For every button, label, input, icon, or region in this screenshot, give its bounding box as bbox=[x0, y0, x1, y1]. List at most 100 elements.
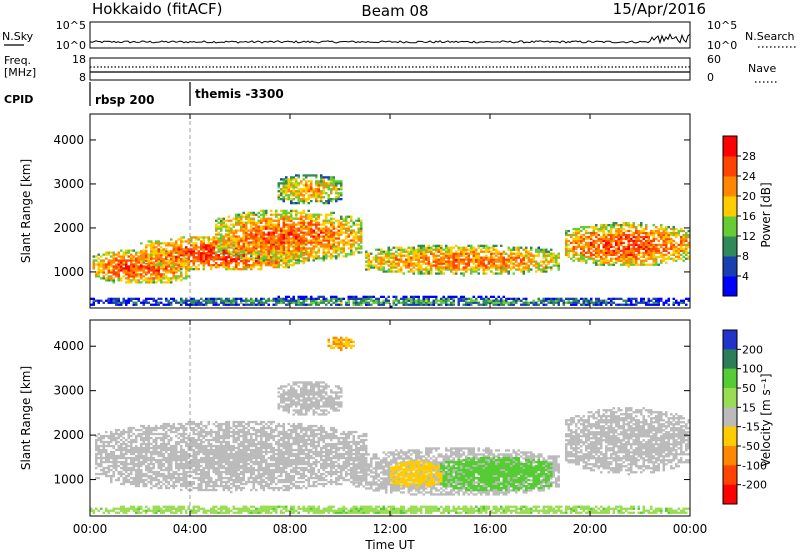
heatmap-cell bbox=[360, 227, 363, 230]
heatmap-cell bbox=[305, 231, 308, 234]
heatmap-cell bbox=[182, 258, 185, 261]
heatmap-cell bbox=[127, 297, 130, 300]
heatmap-cell bbox=[420, 268, 423, 271]
heatmap-cell bbox=[132, 273, 135, 276]
heatmap-cell bbox=[450, 268, 453, 271]
heatmap-cell bbox=[135, 470, 138, 474]
heatmap-cell bbox=[317, 227, 320, 230]
heatmap-cell bbox=[395, 295, 398, 298]
heatmap-cell bbox=[300, 180, 303, 183]
heatmap-cell bbox=[100, 462, 103, 466]
heatmap-cell bbox=[570, 249, 573, 252]
heatmap-cell bbox=[515, 254, 518, 257]
heatmap-cell bbox=[170, 277, 173, 280]
heatmap-cell bbox=[407, 252, 410, 255]
heatmap-cell bbox=[382, 299, 385, 302]
heatmap-cell bbox=[545, 266, 548, 269]
heatmap-cell bbox=[272, 249, 275, 252]
heatmap-cell bbox=[230, 301, 233, 304]
nave-tick-top: 60 bbox=[707, 53, 721, 66]
heatmap-cell bbox=[630, 255, 633, 258]
heatmap-cell bbox=[127, 456, 130, 460]
heatmap-cell bbox=[95, 476, 98, 480]
heatmap-cell bbox=[432, 260, 435, 263]
heatmap-cell bbox=[135, 273, 138, 276]
heatmap-cell bbox=[572, 253, 575, 256]
heatmap-cell bbox=[417, 295, 420, 298]
heatmap-cell bbox=[295, 174, 298, 177]
heatmap-cell bbox=[282, 233, 285, 236]
heatmap-cell bbox=[435, 299, 438, 302]
heatmap-cell bbox=[160, 273, 163, 276]
heatmap-cell bbox=[482, 266, 485, 269]
heatmap-cell bbox=[660, 226, 663, 229]
heatmap-cell bbox=[472, 270, 475, 273]
heatmap-cell bbox=[322, 221, 325, 224]
heatmap-cell bbox=[477, 262, 480, 265]
heatmap-cell bbox=[295, 233, 298, 236]
heatmap-cell bbox=[667, 226, 670, 229]
heatmap-cell bbox=[337, 231, 340, 234]
heatmap-cell bbox=[385, 252, 388, 255]
heatmap-cell bbox=[377, 297, 380, 300]
heatmap-cell bbox=[120, 474, 123, 478]
heatmap-cell bbox=[370, 260, 373, 263]
heatmap-cell bbox=[412, 250, 415, 253]
heatmap-cell bbox=[620, 253, 623, 256]
heatmap-cell bbox=[617, 255, 620, 258]
heatmap-cell bbox=[605, 259, 608, 262]
heatmap-cell bbox=[132, 279, 135, 282]
heatmap-cell bbox=[242, 257, 245, 260]
heatmap-cell bbox=[310, 295, 313, 298]
heatmap-cell bbox=[535, 262, 538, 265]
heatmap-cell bbox=[210, 246, 213, 249]
heatmap-cell bbox=[227, 262, 230, 265]
heatmap-cell bbox=[540, 270, 543, 273]
heatmap-cell bbox=[227, 215, 230, 218]
heatmap-cell bbox=[255, 245, 258, 248]
heatmap-cell bbox=[362, 299, 365, 302]
heatmap-cell bbox=[292, 255, 295, 258]
heatmap-cell bbox=[340, 301, 343, 304]
heatmap-cell bbox=[302, 194, 305, 197]
heatmap-cell bbox=[647, 253, 650, 256]
heatmap-cell bbox=[355, 219, 358, 222]
heatmap-cell bbox=[592, 259, 595, 262]
heatmap-cell bbox=[357, 245, 360, 248]
heatmap-cell bbox=[297, 174, 300, 177]
heatmap-cell bbox=[460, 246, 463, 249]
heatmap-cell bbox=[555, 297, 558, 300]
heatmap-cell bbox=[100, 450, 103, 454]
heatmap-cell bbox=[150, 277, 153, 280]
heatmap-cell bbox=[647, 263, 650, 266]
heatmap-cell bbox=[222, 241, 225, 244]
heatmap-cell bbox=[282, 200, 285, 203]
heatmap-cell bbox=[637, 253, 640, 256]
heatmap-cell bbox=[170, 279, 173, 282]
heatmap-cell bbox=[450, 254, 453, 257]
heatmap-cell bbox=[532, 258, 535, 261]
heatmap-cell bbox=[452, 258, 455, 261]
heatmap-cell bbox=[245, 301, 248, 304]
heatmap-cell bbox=[297, 200, 300, 203]
heatmap-cell bbox=[520, 260, 523, 263]
heatmap-cell bbox=[492, 303, 495, 306]
heatmap-cell bbox=[490, 246, 493, 249]
heatmap-cell bbox=[300, 251, 303, 254]
heatmap-cell bbox=[597, 263, 600, 266]
heatmap-cell bbox=[467, 248, 470, 251]
heatmap-cell bbox=[640, 231, 643, 235]
heatmap-cell bbox=[630, 261, 633, 264]
heatmap-cell bbox=[202, 262, 205, 265]
heatmap-cell bbox=[330, 176, 333, 179]
heatmap-cell bbox=[260, 266, 263, 269]
heatmap-cell bbox=[645, 241, 648, 245]
heatmap-cell bbox=[495, 248, 498, 251]
heatmap-cell bbox=[227, 237, 230, 240]
heatmap-cell bbox=[597, 227, 600, 231]
heatmap-cell bbox=[257, 259, 260, 262]
heatmap-cell bbox=[240, 247, 243, 250]
heatmap-cell bbox=[260, 241, 263, 244]
heatmap-cell bbox=[185, 261, 188, 264]
heatmap-cell bbox=[407, 254, 410, 257]
